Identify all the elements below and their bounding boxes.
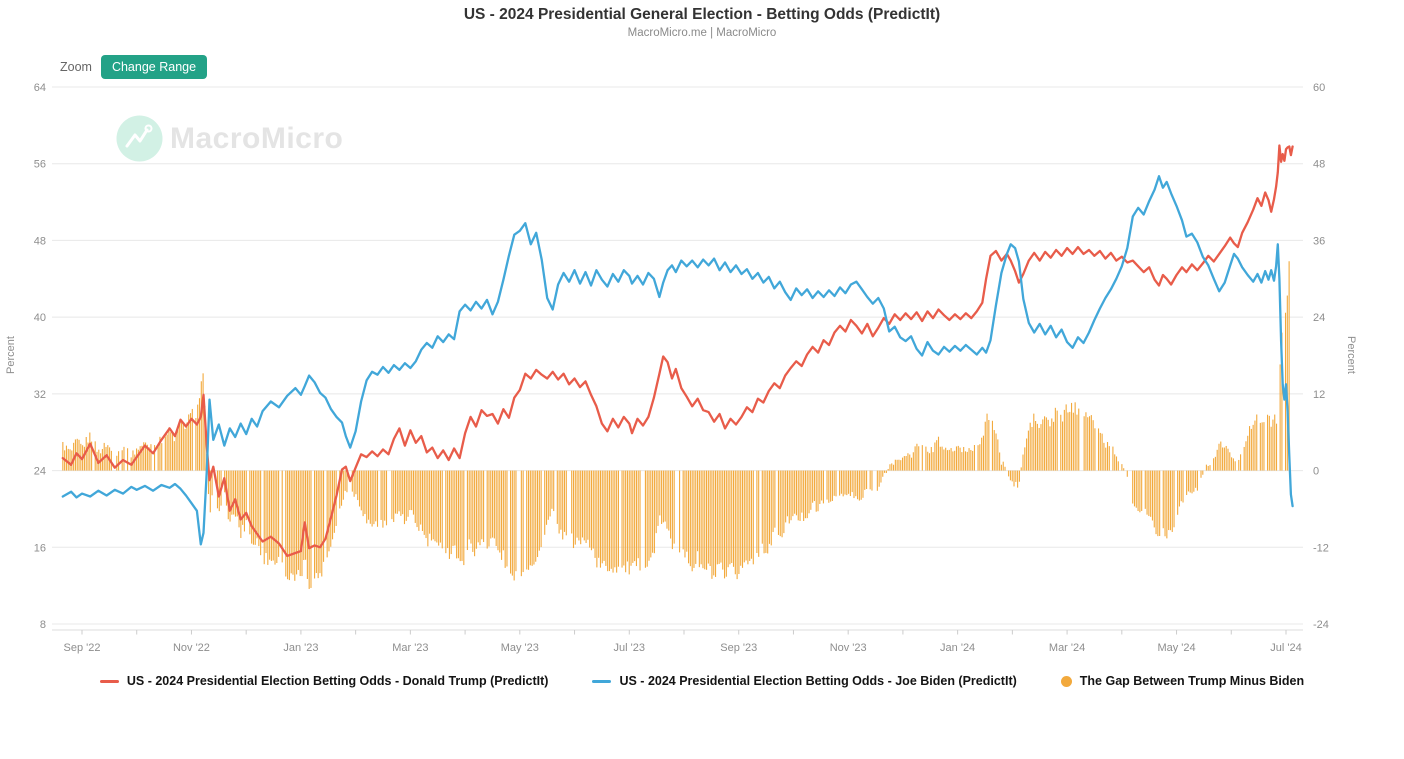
- right-axis-tick-label: 60: [1313, 82, 1325, 94]
- x-axis-label: May '24: [1157, 642, 1195, 654]
- page-subtitle: MacroMicro.me | MacroMicro: [627, 27, 777, 39]
- left-axis-title: Percent: [5, 336, 17, 374]
- zoom-label: Zoom: [60, 60, 92, 74]
- x-axis-label: Jul '23: [614, 642, 645, 654]
- page-title: US - 2024 Presidential General Election …: [463, 6, 941, 23]
- chart-canvas[interactable]: 64 60 56 48 48 36 40 24 32 12 24 0 16 -12 8 -24 Percent P…: [0, 0, 1404, 666]
- watermark-text: MacroMicro: [170, 121, 344, 155]
- x-axis-label: Jan '24: [940, 642, 975, 654]
- x-axis-label: Nov '23: [830, 642, 867, 654]
- x-axis-label: May '23: [501, 642, 539, 654]
- x-axis-label: Jul '24: [1270, 642, 1301, 654]
- x-axis-label: Mar '24: [1049, 642, 1085, 654]
- left-axis-tick-label: 56: [34, 159, 46, 171]
- right-axis-tick-label: 24: [1313, 312, 1325, 324]
- right-axis-title: Percent: [1345, 336, 1357, 374]
- left-axis-tick-label: 24: [34, 466, 46, 478]
- legend: US - 2024 Presidential Election Betting …: [0, 674, 1404, 688]
- biden-line-marker-icon: [592, 679, 612, 683]
- biden-odds-line: [61, 175, 1294, 546]
- x-axis-label: Jan '23: [283, 642, 318, 654]
- gap-circle-marker-icon: [1060, 675, 1072, 687]
- gap-bars-series: [62, 261, 1290, 589]
- right-axis-tick-label: 12: [1313, 389, 1325, 401]
- trump-odds-line: [61, 144, 1294, 558]
- trump-line-marker-icon: [99, 679, 119, 683]
- left-axis-tick-label: 40: [34, 312, 46, 324]
- x-axis-label: Nov '22: [173, 642, 210, 654]
- right-axis-tick-label: -24: [1313, 619, 1329, 631]
- macromicro-logo-icon: [116, 115, 163, 162]
- legend-item-trump[interactable]: US - 2024 Presidential Election Betting …: [99, 674, 548, 688]
- left-axis-tick-label: 16: [34, 542, 46, 554]
- legend-item-gap[interactable]: The Gap Between Trump Minus Biden: [1060, 674, 1304, 688]
- right-axis-tick-label: -12: [1313, 542, 1329, 554]
- x-axis-label: Sep '22: [64, 642, 101, 654]
- right-axis-tick-label: 48: [1313, 159, 1325, 171]
- left-axis-tick-label: 48: [34, 235, 46, 247]
- macromicro-watermark: MacroMicro: [116, 115, 343, 162]
- x-axis-label: Sep '23: [720, 642, 757, 654]
- change-range-button[interactable]: Change Range: [100, 55, 208, 79]
- x-axis-label: Mar '23: [392, 642, 428, 654]
- toolbar: Zoom Change Range: [60, 55, 208, 79]
- left-axis-tick-label: 32: [34, 389, 46, 401]
- right-axis-tick-label: 0: [1313, 466, 1319, 478]
- right-axis-tick-label: 36: [1313, 235, 1325, 247]
- left-axis-tick-label: 64: [34, 82, 46, 94]
- left-axis-tick-label: 8: [40, 619, 46, 631]
- legend-item-biden[interactable]: US - 2024 Presidential Election Betting …: [592, 674, 1017, 688]
